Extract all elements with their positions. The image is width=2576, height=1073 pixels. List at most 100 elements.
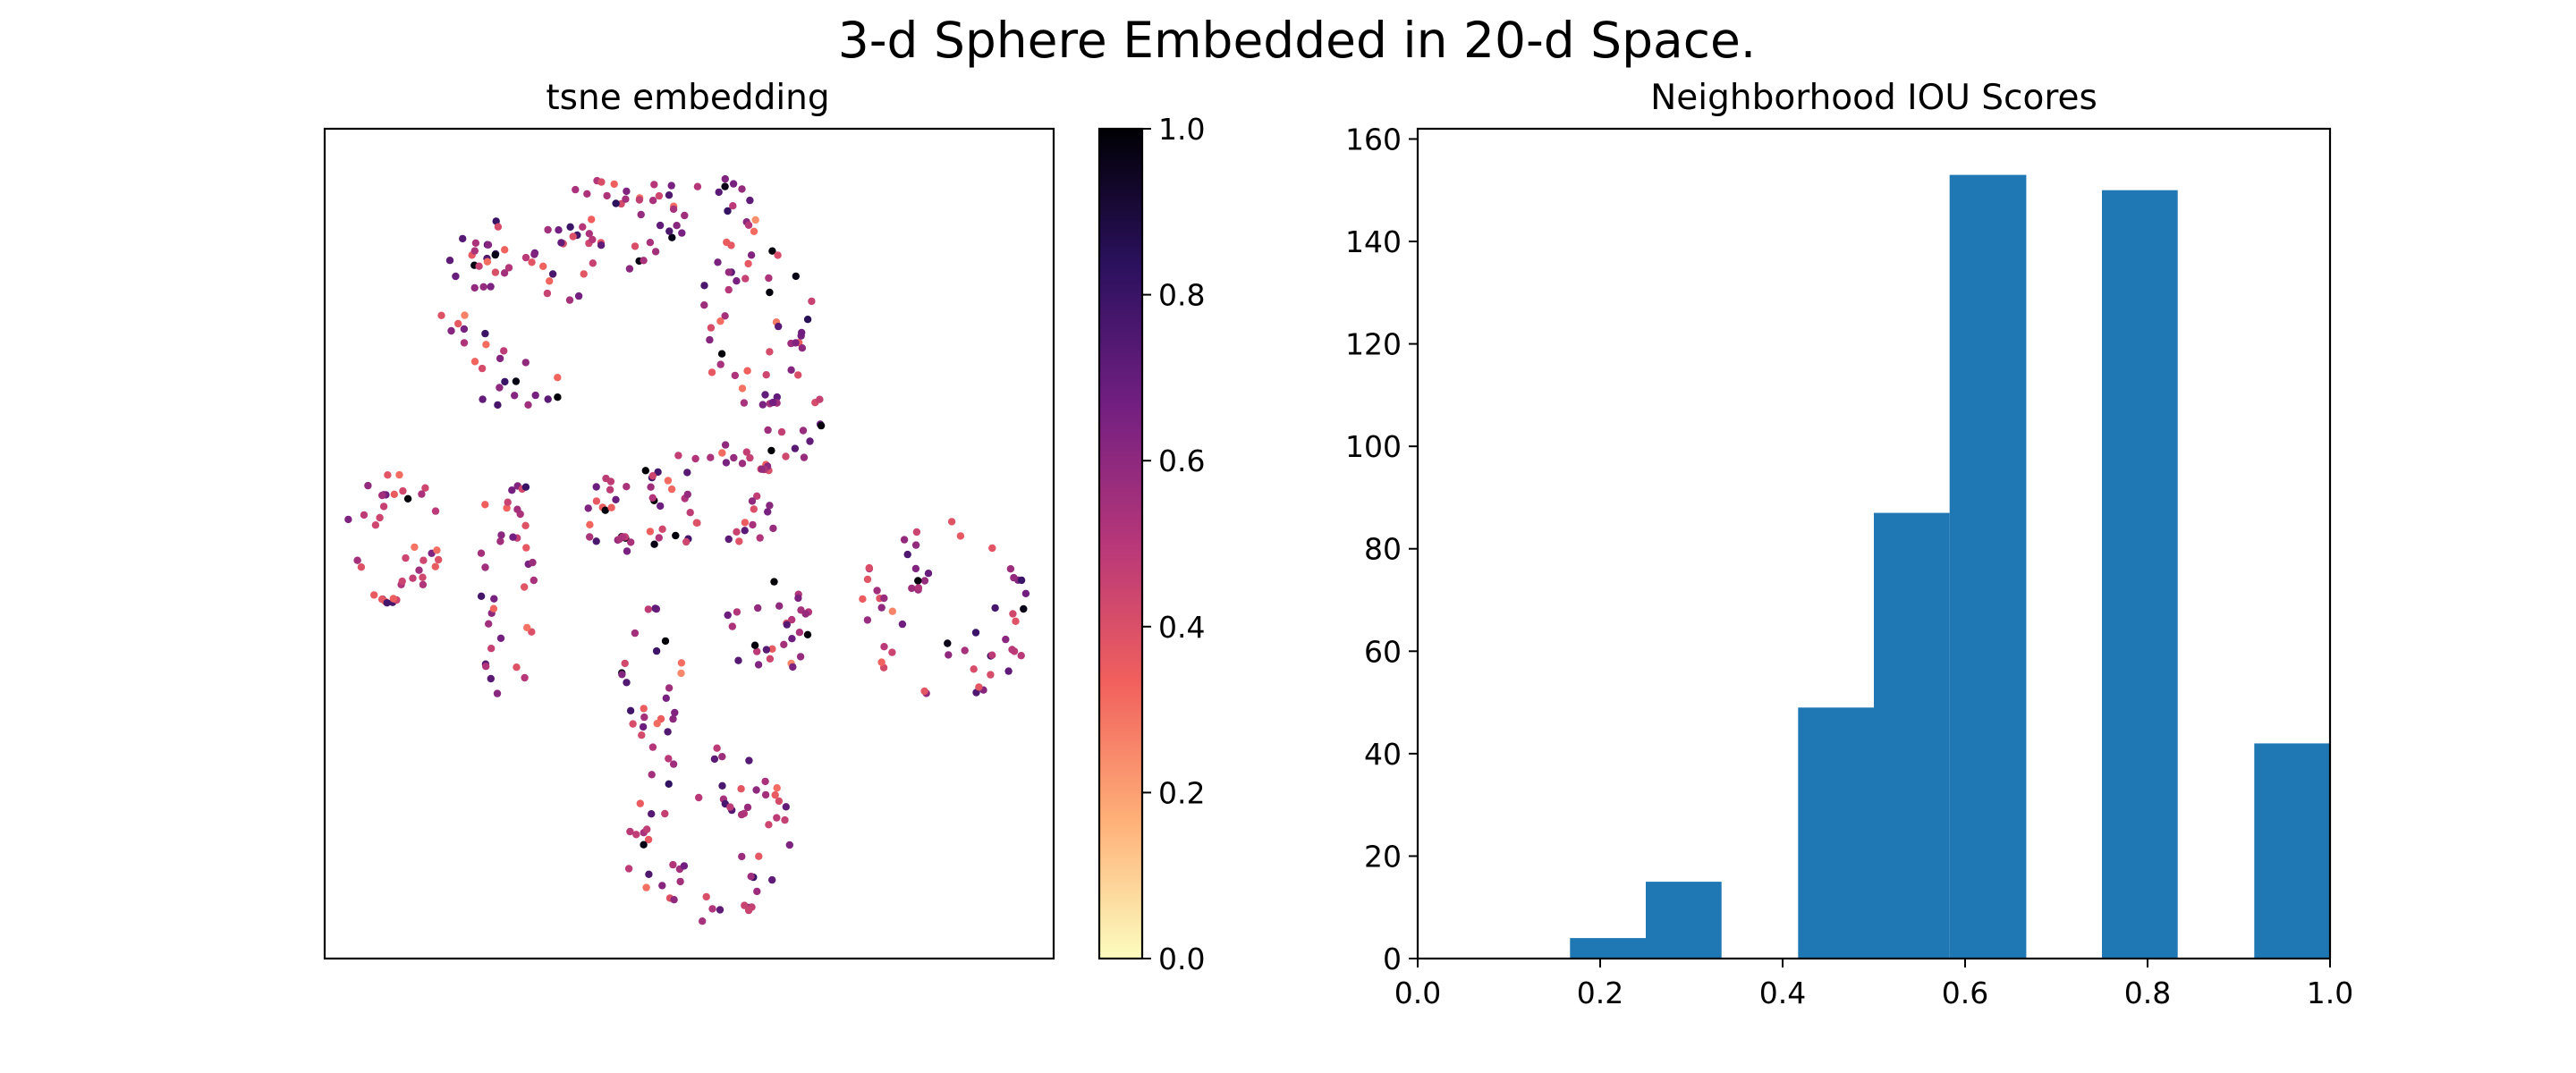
scatter-point	[650, 540, 658, 548]
scatter-point	[803, 316, 812, 324]
histogram-y-tick-label: 100	[1345, 429, 1402, 464]
scatter-point	[419, 556, 428, 564]
scatter-point	[766, 502, 774, 510]
scatter-point	[761, 790, 770, 799]
scatter-point	[421, 484, 429, 492]
scatter-point	[717, 350, 726, 358]
histogram-y-tick-label: 0	[1383, 942, 1402, 976]
scatter-point	[548, 270, 557, 278]
scatter-point	[557, 239, 565, 247]
scatter-point	[597, 178, 606, 186]
scatter-point	[497, 531, 505, 539]
scatter-point	[721, 441, 730, 449]
scatter-point	[738, 185, 746, 193]
scatter-point	[648, 197, 657, 205]
scatter-point	[357, 563, 366, 571]
scatter-point	[603, 191, 611, 200]
scatter-point	[481, 563, 489, 571]
scatter-point	[766, 288, 774, 297]
scatter-point	[470, 358, 479, 366]
scatter-point	[670, 896, 678, 904]
histogram-x-tick-label: 0.2	[1577, 976, 1623, 1010]
scatter-point	[774, 251, 782, 259]
scatter-point	[664, 477, 673, 485]
scatter-point	[686, 509, 694, 517]
scatter-point	[565, 296, 574, 304]
scatter-point	[589, 259, 597, 267]
scatter-point	[773, 393, 781, 401]
scatter-point	[753, 887, 761, 896]
scatter-point	[521, 521, 530, 529]
scatter-point	[771, 790, 779, 799]
scatter-point	[652, 646, 661, 655]
scatter-point	[529, 558, 537, 567]
scatter-point	[758, 401, 767, 409]
scatter-point	[724, 611, 732, 620]
scatter-point	[589, 235, 597, 244]
scatter-point	[908, 584, 916, 593]
scatter-point	[481, 329, 489, 338]
colorbar-tick-label: 1.0	[1158, 112, 1205, 147]
scatter-point	[411, 543, 419, 552]
scatter-point	[743, 367, 751, 375]
scatter-point	[531, 391, 539, 400]
scatter-point	[554, 374, 562, 382]
scatter-point	[677, 669, 685, 678]
histogram-y-tick-label: 120	[1345, 327, 1402, 362]
scatter-point	[799, 427, 808, 435]
scatter-point	[471, 239, 480, 247]
scatter-point	[920, 687, 928, 696]
scatter-point	[572, 185, 580, 194]
scatter-point	[399, 486, 407, 495]
scatter-point	[637, 210, 645, 219]
scatter-point	[657, 502, 665, 511]
colorbar-tick-label: 0.2	[1158, 775, 1205, 810]
scatter-point	[888, 648, 896, 656]
scatter-point	[945, 651, 953, 659]
scatter-point	[808, 297, 816, 306]
scatter-point	[699, 917, 707, 925]
scatter-point	[750, 505, 758, 513]
scatter-point	[718, 782, 726, 790]
scatter-point	[482, 663, 490, 671]
scatter-point	[676, 877, 684, 886]
scatter-point	[521, 583, 529, 591]
scatter-point	[733, 528, 741, 536]
scatter-point	[626, 706, 635, 714]
scatter-point	[749, 520, 757, 529]
histogram-y-tick-label: 60	[1364, 634, 1402, 669]
scatter-point	[494, 401, 502, 410]
scatter-point	[490, 595, 498, 603]
figure-title: 3-d Sphere Embedded in 20-d Space.	[838, 12, 1757, 69]
scatter-point	[496, 634, 505, 642]
scatter-point	[627, 538, 635, 546]
histogram-bar	[1798, 707, 1874, 959]
scatter-point	[737, 785, 745, 793]
scatter-point	[509, 533, 517, 541]
scatter-point	[792, 339, 800, 347]
scatter-point	[1017, 652, 1025, 660]
scatter-point	[651, 604, 659, 613]
scatter-point	[817, 421, 826, 430]
scatter-point	[648, 494, 657, 502]
scatter-point	[702, 892, 710, 901]
scatter-point	[714, 258, 722, 266]
histogram-bar	[1874, 512, 1950, 959]
scatter-point	[733, 277, 741, 285]
scatter-point	[692, 519, 700, 527]
scatter-point	[746, 196, 754, 205]
histogram-bar	[1646, 882, 1722, 959]
scatter-point	[648, 743, 657, 751]
scatter-point	[632, 831, 640, 839]
scatter-point	[724, 268, 733, 276]
histogram-x-tick-label: 0.8	[2124, 976, 2171, 1010]
scatter-point	[655, 534, 663, 542]
scatter-title: tsne embedding	[546, 78, 829, 118]
scatter-point	[665, 684, 674, 692]
scatter-point	[491, 268, 500, 276]
scatter-point	[744, 259, 752, 268]
scatter-point	[795, 629, 804, 637]
scatter-point	[588, 215, 596, 224]
scatter-point	[693, 182, 702, 190]
scatter-point	[665, 780, 673, 788]
